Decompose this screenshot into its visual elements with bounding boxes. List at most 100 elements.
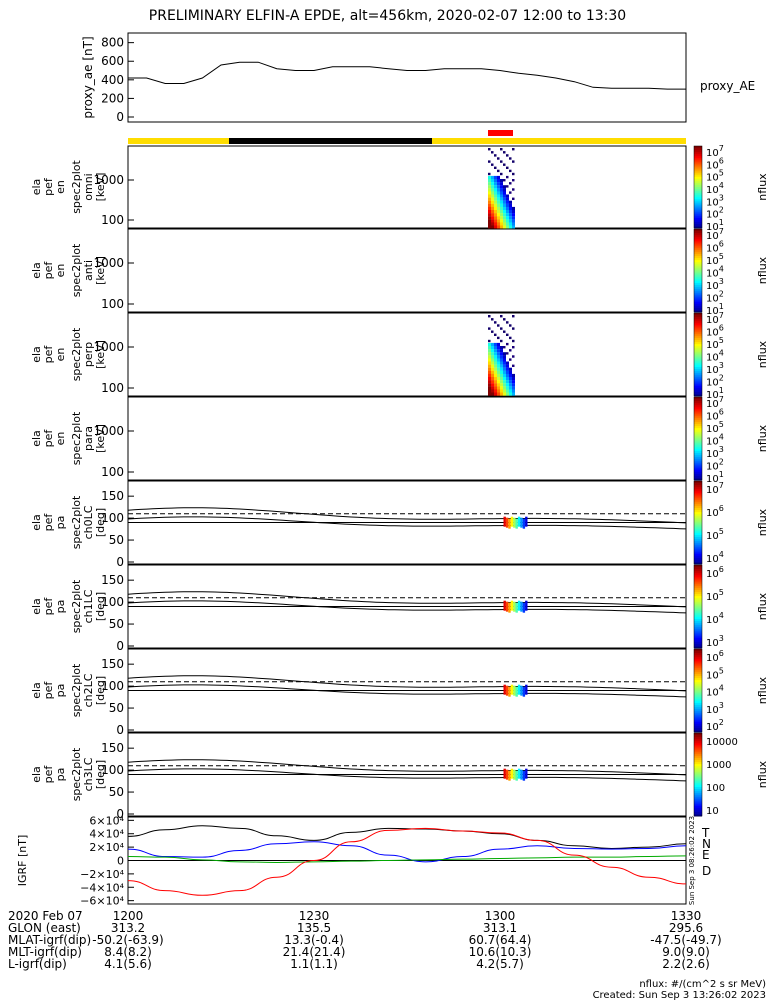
colorbar-swatch <box>694 146 702 149</box>
colorbar-swatch <box>694 331 702 335</box>
colorbar-swatch <box>694 313 702 316</box>
colorbar-swatch <box>694 705 702 708</box>
spec-cell <box>497 203 500 207</box>
colorbar-swatch <box>694 409 702 413</box>
colorbar-swatch <box>694 217 702 221</box>
colorbar-swatch <box>694 791 702 794</box>
y-tick-label: 150 <box>101 657 124 671</box>
spec-cell <box>500 367 503 371</box>
colorbar-tick-label: 107 <box>706 227 724 242</box>
y-axis-label: [deg] <box>94 508 107 537</box>
panel-frame <box>127 312 687 397</box>
spec-cell <box>500 358 503 362</box>
spec-cell <box>494 191 497 195</box>
colorbar-swatch <box>694 725 702 729</box>
loss-cone-curve <box>127 675 687 692</box>
footer-value: 295.6 <box>669 921 703 935</box>
y-tick-label: 50 <box>109 533 124 547</box>
colorbar-swatch <box>694 623 702 626</box>
colorbar-swatch <box>694 528 702 532</box>
colorbar-swatch <box>694 579 702 583</box>
colorbar-swatch <box>694 471 702 475</box>
created-stamp: Created: Sun Sep 3 13:26:02 2023 <box>593 990 766 1000</box>
spec-cell <box>497 380 500 384</box>
colorbar-swatch <box>694 397 702 400</box>
spec-cell <box>497 324 500 327</box>
colorbar-tick-label: 102 <box>706 206 724 221</box>
orbit-bar <box>128 130 686 144</box>
colorbar-swatch <box>694 448 702 452</box>
colorbar-frame <box>693 648 703 733</box>
footer-row-label: GLON (east) <box>8 921 81 935</box>
spec-cell <box>500 182 503 186</box>
anti-loss-cone-curve <box>127 600 687 614</box>
spec-cell <box>494 203 497 207</box>
colorbar-frame <box>693 145 703 229</box>
colorbar-swatch <box>694 225 702 229</box>
colorbar-swatch <box>694 516 702 519</box>
colorbar-swatch <box>694 237 702 240</box>
colorbar-swatch <box>694 459 702 462</box>
colorbar-swatch <box>694 764 702 767</box>
spec-cell <box>488 216 491 220</box>
legend-T: T <box>701 826 710 840</box>
pa-spectrum-cell <box>525 684 528 695</box>
colorbar-swatch <box>694 485 702 488</box>
colorbar-swatch <box>694 545 702 548</box>
pa-spectrum-cell <box>503 768 506 779</box>
y-tick-label: 100 <box>101 679 124 693</box>
spec-cell <box>497 206 500 211</box>
colorbar-swatch <box>694 446 702 450</box>
colorbar-swatch <box>694 253 702 257</box>
proxy-ae-line <box>128 61 686 90</box>
footer-value: 60.7(64.4) <box>469 933 532 947</box>
colorbar-swatch <box>694 174 702 178</box>
y-tick-label: 150 <box>101 489 124 503</box>
spec-cell <box>494 185 497 189</box>
spec-cell <box>491 352 494 356</box>
y-axis-label: ch3LC <box>82 757 95 791</box>
y-axis-label: ela <box>30 766 43 783</box>
colorbar-tick-label: 102 <box>706 458 724 473</box>
colorbar-swatch <box>694 329 702 333</box>
spec-cell <box>497 336 500 340</box>
spec-cell <box>494 321 497 324</box>
y-tick-label: 200 <box>101 91 124 105</box>
colorbar-swatch <box>694 762 702 765</box>
colorbar-swatch <box>694 346 702 349</box>
colorbar-swatch <box>694 786 702 790</box>
colorbar-tick-label: 107 <box>706 311 724 326</box>
colorbar-swatch <box>694 573 702 576</box>
spec-cell <box>503 194 506 198</box>
colorbar-swatch <box>694 182 702 186</box>
colorbar-swatch <box>694 682 702 685</box>
colorbar-swatch <box>694 675 702 679</box>
y-axis-label: spec2plot <box>70 327 83 381</box>
spec-cell <box>494 389 497 393</box>
colorbar-swatch <box>694 293 702 296</box>
colorbar-swatch <box>694 749 702 753</box>
footer: 2020 Feb 07 1200 1230 1300 1330 GLON (east) 31… <box>8 909 766 1000</box>
spec-cell <box>512 327 515 330</box>
footer-value: 8.4(8.2) <box>104 945 152 959</box>
colorbar-swatch <box>694 665 702 669</box>
spec-cell <box>497 200 500 204</box>
pa-spectrum-cell <box>520 769 523 780</box>
colorbar-swatch <box>694 235 702 238</box>
colorbar-swatch <box>694 692 702 696</box>
colorbar-swatch <box>694 333 702 337</box>
spec-cell <box>494 349 497 353</box>
colorbar-swatch <box>694 651 702 654</box>
spec-cell <box>506 321 509 324</box>
colorbar-swatch <box>694 154 702 157</box>
footer-value: 4.1(5.6) <box>104 957 152 971</box>
spec-cell <box>497 210 500 214</box>
spec-cell <box>512 172 515 176</box>
y-axis-label: ela <box>30 514 43 531</box>
colorbar-swatch <box>694 604 702 607</box>
colorbar-swatch <box>694 481 702 484</box>
colorbar-swatch <box>694 369 702 372</box>
colorbar-swatch <box>694 694 702 698</box>
spec-cell <box>494 219 497 223</box>
colorbar-swatch <box>694 589 702 593</box>
